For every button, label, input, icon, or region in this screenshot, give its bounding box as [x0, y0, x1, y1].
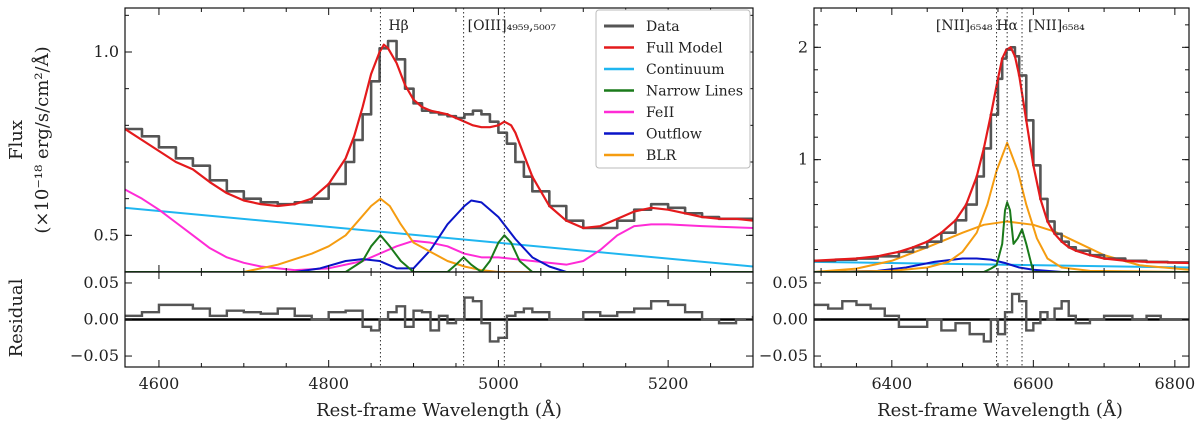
residual-series [125, 296, 753, 343]
line-marker-label: Hβ [388, 18, 408, 34]
residual-group [814, 292, 1189, 343]
right-panel: [NII]₆₅₄₈ Hα [NII]₆₅₈₄ 6400 6600 6800 1 2 0.05 0.… [759, 7, 1195, 393]
series-outflow [125, 199, 753, 272]
legend-entry-label: Outflow [646, 127, 702, 143]
series-blr [814, 141, 1189, 272]
line-marker-label: [OIII]₄₉₅₉,₅₀₀₇ [468, 18, 557, 34]
x-tick-label: 6600 [1013, 374, 1054, 393]
y-tick-label: 0.5 [94, 225, 119, 244]
line-marker-label: [NII]₆₅₄₈ [936, 18, 993, 34]
y-tick-label: 1 [798, 150, 808, 169]
series-full-model [125, 43, 753, 230]
left-residual-ylabel: Residual [6, 278, 27, 357]
legend-entry-label: Full Model [646, 41, 723, 57]
legend-entry-label: BLR [646, 148, 677, 164]
residual-y-tick-label: 0.00 [83, 310, 119, 329]
left-panel: Hβ [OIII]₄₉₅₉,₅₀₀₇ 4600 4800 5000 5200 0.5 1.0 0… [70, 7, 754, 393]
y-tick-label: 2 [798, 37, 808, 56]
y-tick-label: 1.0 [94, 42, 119, 61]
residual-y-tick-label: −0.05 [759, 346, 808, 365]
residual-y-tick-label: −0.05 [70, 346, 119, 365]
legend: Data Full Model Continuum Narrow Lines FeII O… [595, 9, 751, 169]
x-tick-label: 6800 [1154, 374, 1195, 393]
flux-series-group [125, 39, 753, 272]
line-marker-label: Hα [996, 18, 1018, 34]
flux-series-group [814, 46, 1189, 272]
legend-entry-label: FeII [646, 105, 674, 121]
series-narrow-lines [125, 234, 753, 272]
legend-entry-label: Narrow Lines [646, 84, 743, 100]
x-tick-label: 6400 [871, 374, 912, 393]
residual-y-tick-label: 0.05 [83, 273, 119, 292]
residual-y-tick-label: 0.05 [772, 273, 808, 292]
left-flux-ylabel-line2: (×10⁻¹⁸ erg/s/cm²/Å) [31, 46, 53, 233]
series-narrow-lines [814, 201, 1189, 272]
series-outflow [814, 257, 1189, 272]
x-tick-label: 5000 [478, 374, 519, 393]
x-tick-label: 5200 [648, 374, 689, 393]
legend-entry-label: Data [646, 19, 680, 35]
series-full-model [814, 46, 1189, 265]
x-tick-label: 4600 [139, 374, 180, 393]
left-flux-ylabel-line1: Flux [6, 120, 27, 160]
left-xlabel: Rest-frame Wavelength (Å) [316, 399, 562, 421]
series-feii [125, 188, 753, 272]
residual-series [814, 292, 1189, 343]
series-continuum [814, 260, 1189, 269]
series-blr [125, 197, 753, 272]
right-xlabel: Rest-frame Wavelength (Å) [877, 399, 1123, 421]
line-marker-label: [NII]₆₅₈₄ [1028, 18, 1085, 34]
flux-axes-frame [813, 7, 1190, 273]
x-tick-label: 4800 [308, 374, 349, 393]
residual-group [125, 296, 753, 343]
legend-box [595, 9, 751, 169]
residual-y-tick-label: 0.00 [772, 310, 808, 329]
legend-entry-label: Continuum [646, 62, 725, 78]
